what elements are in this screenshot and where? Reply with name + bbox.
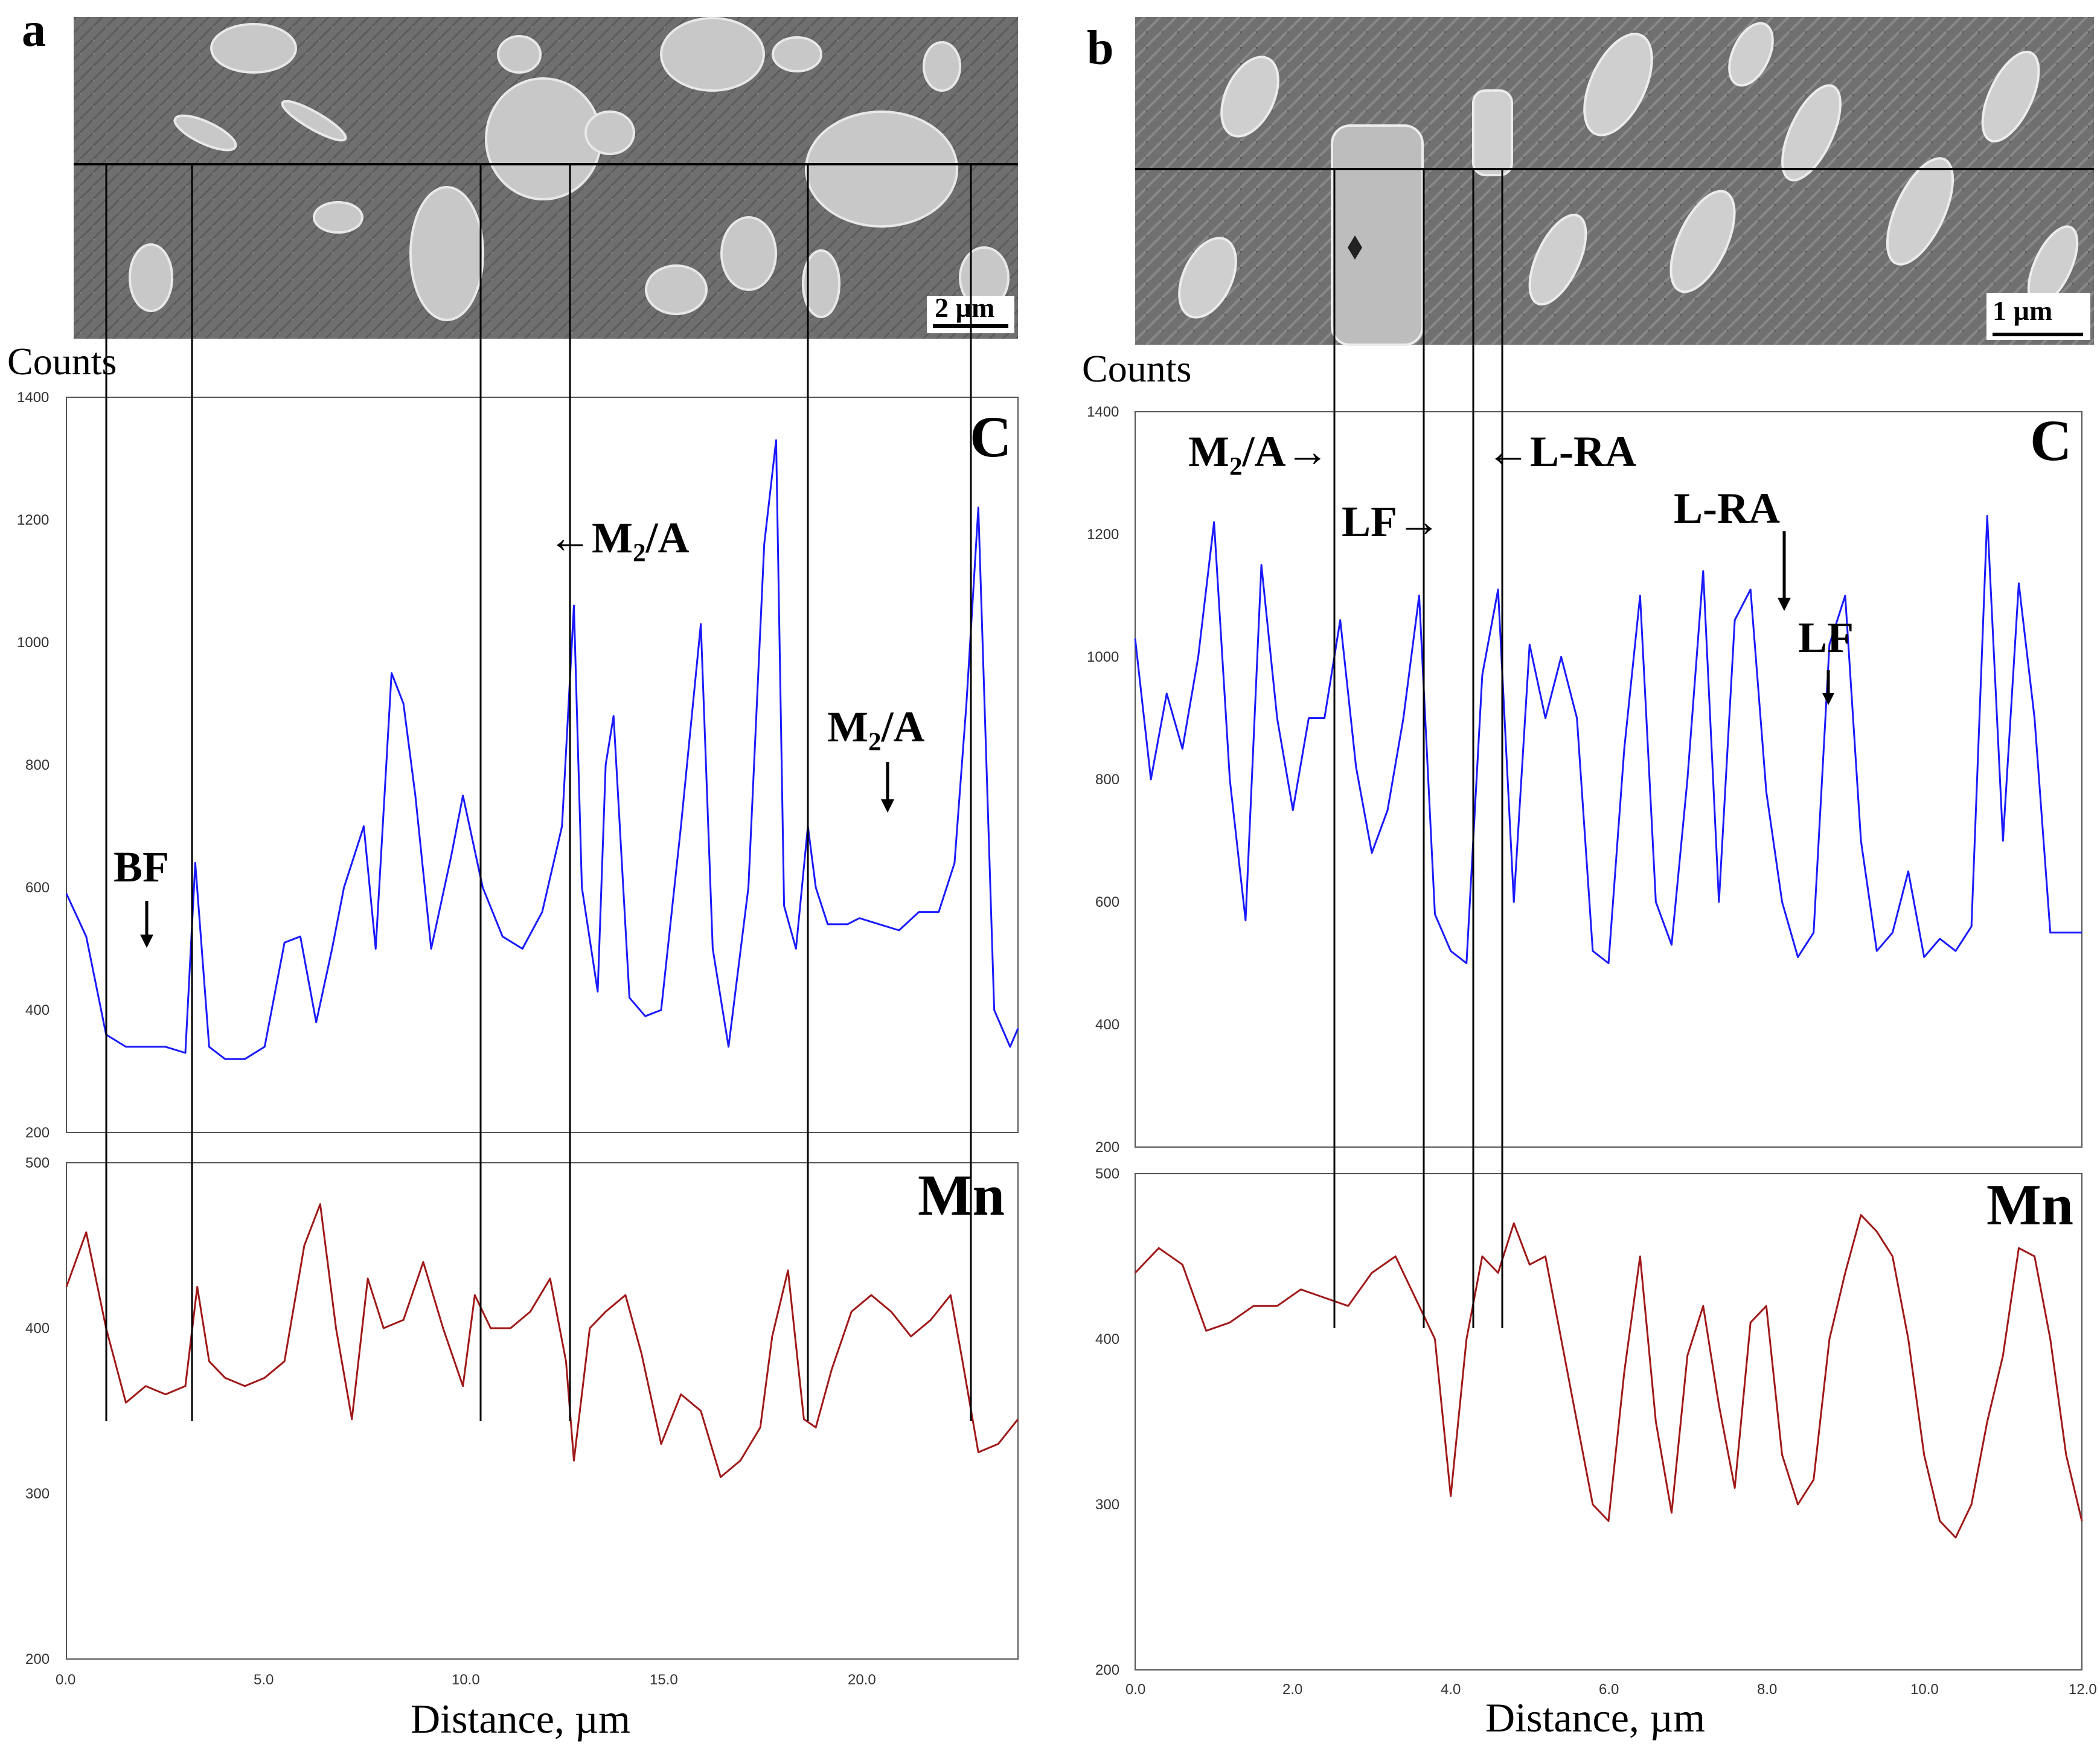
annotation-lf-b-1: LF→	[1342, 497, 1441, 546]
x-axis-title-b: Distance, µm	[1485, 1695, 1705, 1741]
scale-bar-a: 2 µm	[935, 292, 994, 323]
annotation-lrarrow-b: ←L-RA	[1487, 427, 1636, 476]
x-ticks-a: 0.0 5.0 10.0 15.0 20.0	[56, 1672, 876, 1688]
boundary-lines-a	[105, 164, 972, 1421]
c-ytick-800-a: 800	[25, 757, 50, 773]
c-ytick-1000-a: 1000	[17, 635, 49, 651]
c-element-label-b: C	[2030, 408, 2072, 473]
xtick-15-a: 15.0	[650, 1672, 678, 1688]
mn-ytick-500-a: 500	[25, 1155, 50, 1171]
panel-b: b 1 µm Counts	[1082, 17, 2097, 1741]
c-ytick-200-a: 200	[25, 1125, 50, 1141]
annotation-m2a-b: M₂/A→	[1188, 427, 1330, 476]
annotation-bf: BF	[114, 843, 169, 891]
mn-series-a	[65, 1203, 1019, 1479]
counts-label-a: Counts	[7, 340, 117, 383]
panel-b-label: b	[1087, 22, 1114, 75]
mn-ytick-400-a: 400	[25, 1320, 50, 1337]
c-ytick-600-a: 600	[25, 880, 50, 896]
mn-series-b	[1134, 1214, 2083, 1539]
c-ytick-800-b: 800	[1095, 772, 1119, 788]
mn-ytick-300-a: 300	[25, 1486, 50, 1502]
xtick-10-a: 10.0	[452, 1672, 480, 1688]
xtick-6-b: 6.0	[1599, 1681, 1619, 1698]
c-plot-frame-b	[1135, 411, 2082, 1148]
xtick-0-b: 0.0	[1125, 1681, 1145, 1698]
c-ytick-400-b: 400	[1095, 1017, 1119, 1033]
sem-micrograph-b: 1 µm	[1135, 17, 2094, 346]
xtick-2-b: 2.0	[1282, 1681, 1302, 1698]
xtick-0-a: 0.0	[56, 1672, 75, 1688]
c-ytick-1400-b: 1400	[1087, 404, 1119, 420]
mn-y-ticks-b: 500 400 300 200	[1095, 1166, 1119, 1678]
x-ticks-b: 0.0 2.0 4.0 6.0 8.0 10.0 12.0	[1125, 1681, 2097, 1698]
annotation-lra-b: L-RA	[1674, 484, 1780, 532]
c-ytick-1400-a: 1400	[17, 389, 49, 406]
x-axis-title-a: Distance, µm	[411, 1696, 630, 1742]
mn-element-label-a: Mn	[918, 1163, 1005, 1227]
counts-label-b: Counts	[1082, 347, 1191, 390]
arrowhead-lra-b	[1778, 598, 1791, 611]
mn-line-a	[65, 1203, 1019, 1479]
c-plot-frame-a	[66, 397, 1019, 1133]
xtick-10-b: 10.0	[1910, 1681, 1939, 1698]
arrowhead-lf-b	[1822, 693, 1834, 705]
c-ytick-200-b: 200	[1095, 1139, 1119, 1156]
mn-ytick-200-a: 200	[25, 1651, 50, 1667]
mn-plot-frame-a	[66, 1162, 1019, 1660]
c-ytick-1000-b: 1000	[1087, 649, 1119, 665]
xtick-5-a: 5.0	[254, 1672, 274, 1688]
xtick-8-b: 8.0	[1757, 1681, 1777, 1698]
c-ytick-1200-a: 1200	[17, 512, 49, 528]
c-series-a	[65, 439, 1019, 1060]
annotations-a: BF ←M₂/A M₂/A	[114, 514, 925, 948]
c-line-b	[1134, 515, 2082, 964]
c-ytick-400-a: 400	[25, 1002, 50, 1018]
scale-bar-b: 1 µm	[1993, 295, 2052, 326]
xtick-12-b: 12.0	[2069, 1681, 2097, 1698]
annotation-m2a-1: ←M₂/A	[548, 514, 690, 562]
mn-element-label-b: Mn	[1986, 1172, 2073, 1237]
c-ytick-600-b: 600	[1095, 894, 1119, 910]
arrowhead-m2a-2	[881, 799, 894, 813]
xtick-4-b: 4.0	[1441, 1681, 1461, 1698]
mn-ytick-300-b: 300	[1095, 1497, 1119, 1513]
annotations-b: M₂/A→ LF→ ←L-RA L-RA LF	[1188, 427, 1854, 705]
mn-line-b	[1134, 1214, 2083, 1539]
c-y-ticks-b: 1400 1200 1000 800 600 400 200	[1087, 404, 1119, 1156]
panel-a: a	[7, 4, 1019, 1742]
panel-a-label: a	[22, 4, 46, 57]
c-series-b	[1134, 515, 2082, 964]
c-line-a	[65, 439, 1019, 1060]
arrowhead-bf	[140, 935, 153, 948]
c-ytick-1200-b: 1200	[1087, 526, 1119, 543]
annotation-lf-b-2: LF	[1798, 613, 1854, 662]
c-element-label-a: C	[970, 404, 1011, 469]
c-y-ticks-a: 1400 1200 1000 800 600 400 200	[17, 389, 50, 1141]
xtick-20-a: 20.0	[848, 1672, 876, 1688]
boundary-lines-b	[1333, 169, 1503, 1328]
mn-ytick-200-b: 200	[1095, 1662, 1119, 1678]
mn-ytick-500-b: 500	[1095, 1166, 1119, 1182]
mn-plot-frame-b	[1135, 1173, 2082, 1670]
annotation-m2a-2: M₂/A	[827, 703, 925, 751]
mn-ytick-400-b: 400	[1095, 1331, 1119, 1348]
mn-y-ticks-a: 500 400 300 200	[25, 1155, 50, 1667]
sem-micrograph-a: 2 µm	[74, 17, 1018, 339]
